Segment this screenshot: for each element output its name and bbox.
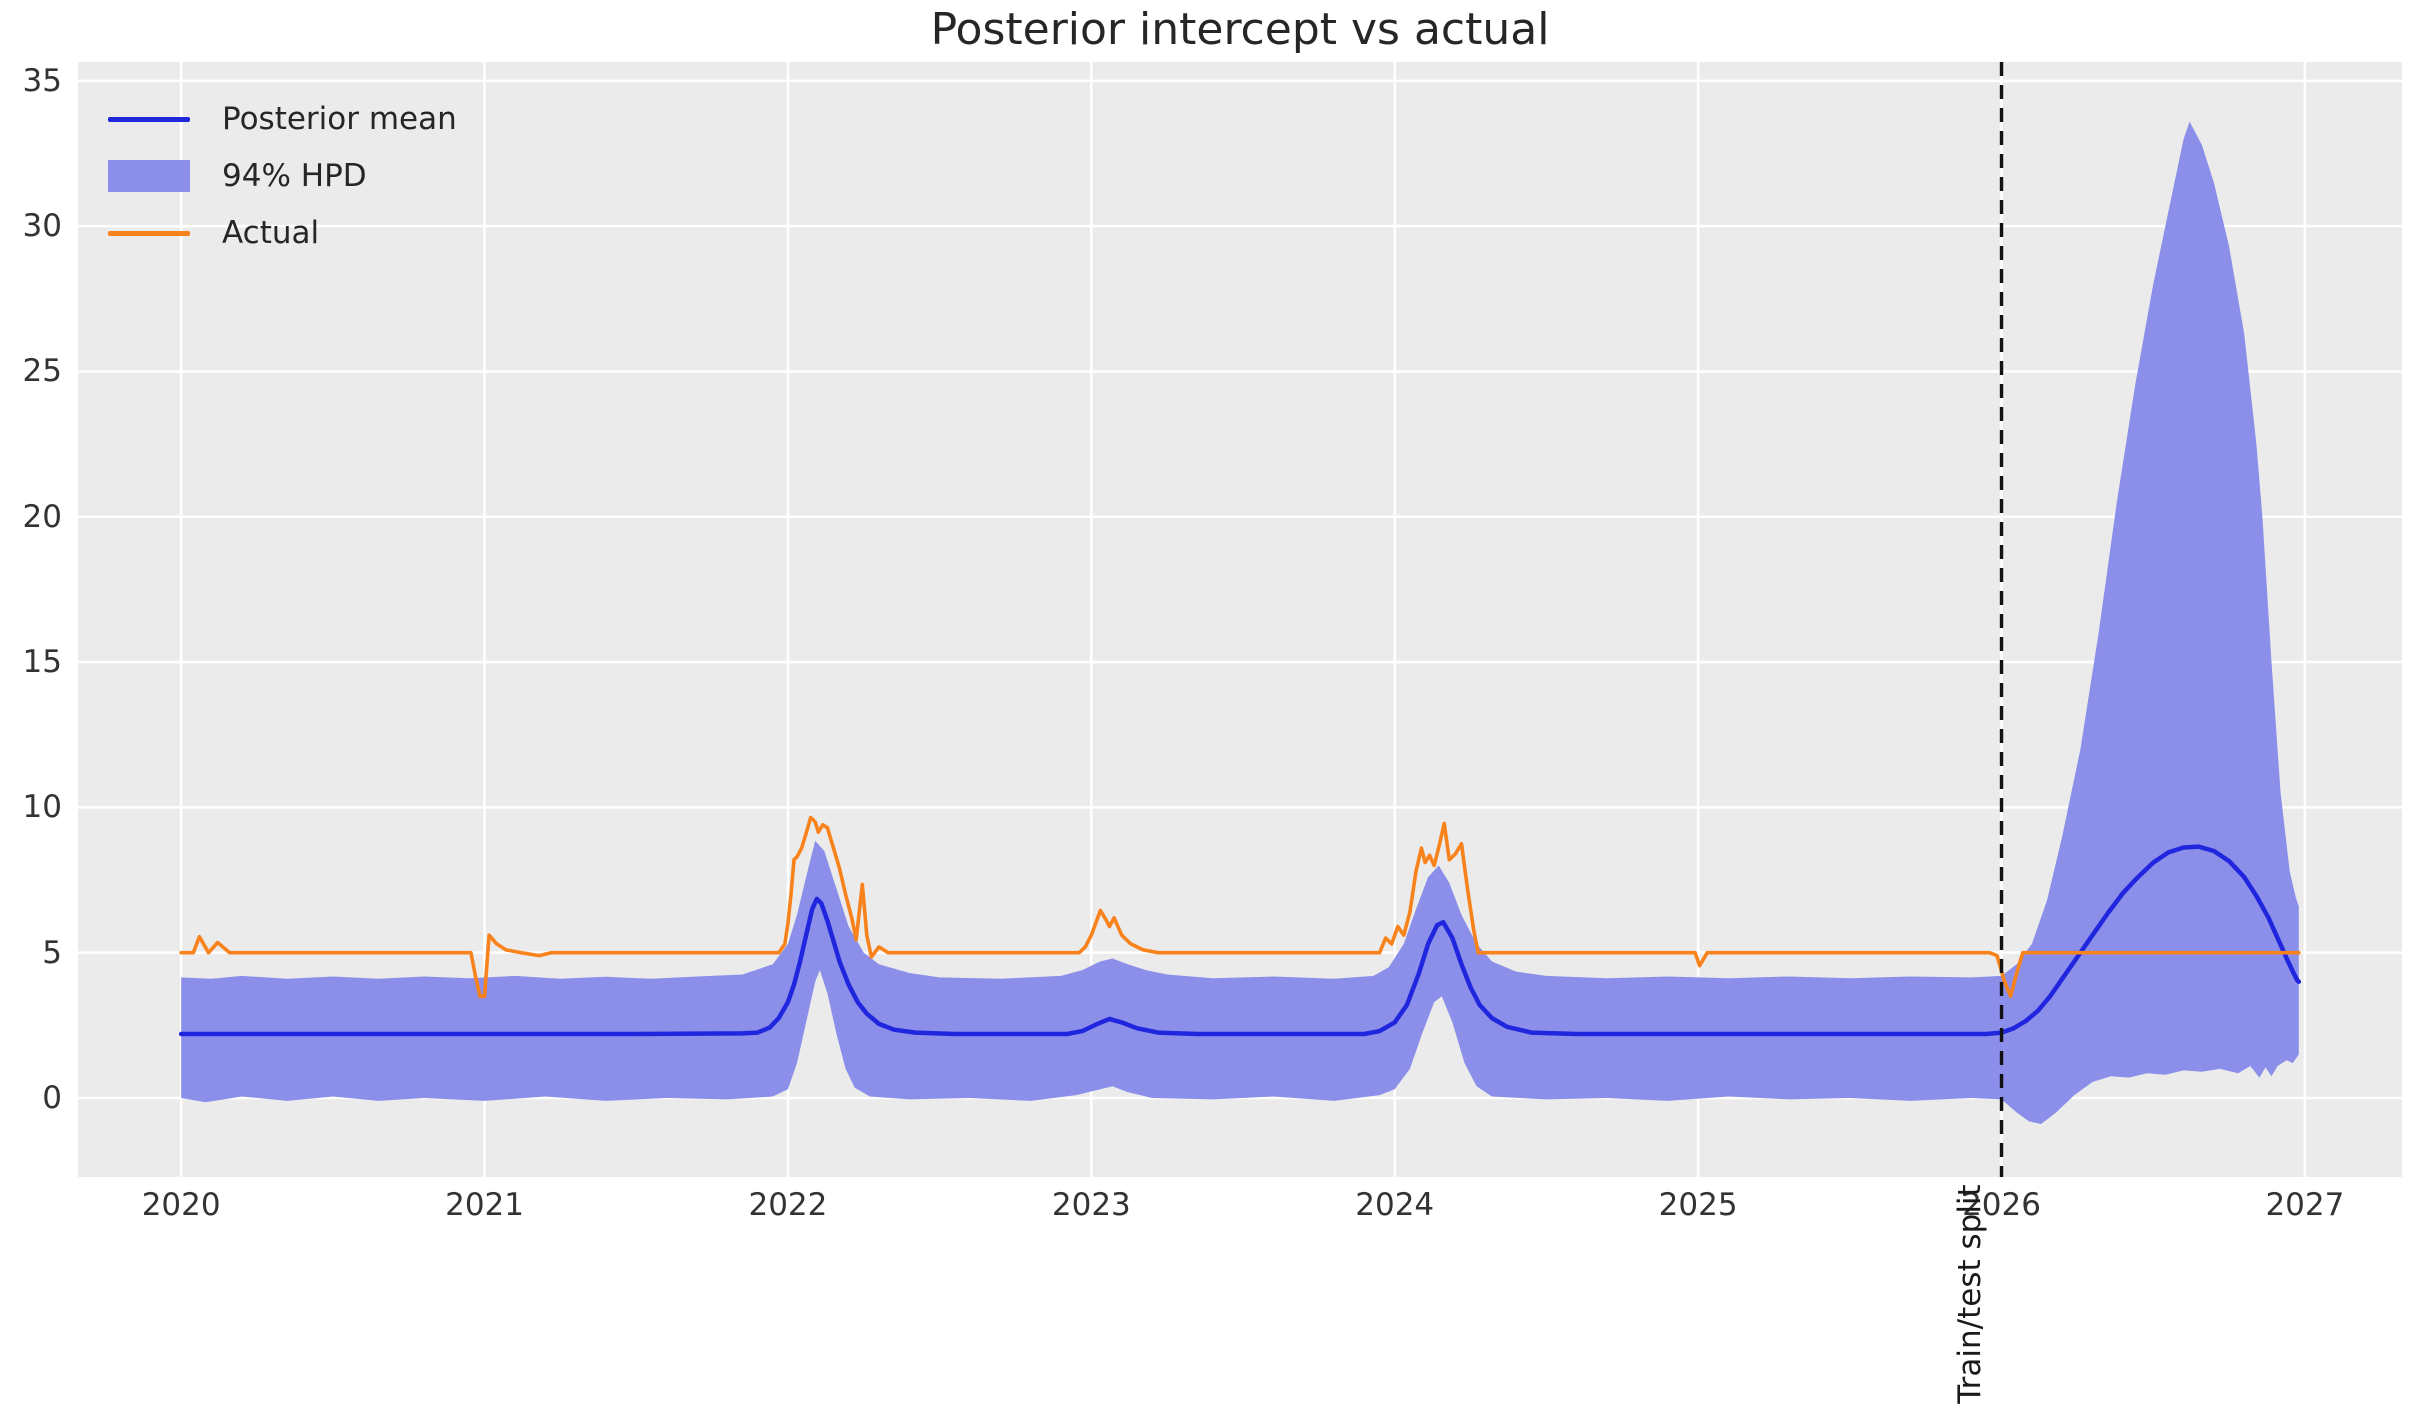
y-tick-label: 5	[42, 934, 62, 971]
hpd-patch-sample	[108, 160, 190, 192]
legend-label-posterior-mean: Posterior mean	[222, 101, 457, 137]
hpd-band	[181, 121, 2299, 1125]
train-test-split-label: Train/test split	[1952, 1184, 1988, 1404]
actual-line-sample	[108, 230, 190, 236]
y-tick-label: 10	[22, 789, 62, 826]
y-tick-label: 0	[42, 1079, 62, 1116]
legend-label-actual: Actual	[222, 215, 320, 251]
y-tick-label: 35	[22, 62, 62, 99]
y-tick-label: 30	[22, 208, 62, 245]
x-tick-label: 2022	[748, 1187, 828, 1223]
legend-label-hpd: 94% HPD	[222, 158, 367, 194]
x-tick-label: 2026	[1962, 1187, 2041, 1223]
chart-title: Posterior intercept vs actual	[930, 4, 1550, 55]
x-tick-label: 2025	[1658, 1187, 1738, 1223]
x-tick-label: 2023	[1051, 1187, 1131, 1223]
posterior-mean-line-sample	[108, 116, 190, 122]
y-tick-label: 15	[22, 644, 62, 681]
posterior-mean-line	[178, 844, 2302, 1037]
x-tick-label: 2027	[2265, 1187, 2345, 1223]
legend-item-actual: Actual	[108, 210, 457, 256]
legend-item-hpd: 94% HPD	[108, 153, 457, 199]
y-tick-label: 25	[22, 353, 62, 390]
x-tick-label: 2020	[141, 1187, 221, 1223]
legend-item-posterior-mean: Posterior mean	[108, 96, 457, 142]
actual-line	[179, 815, 2301, 999]
legend: Posterior mean 94% HPD Actual	[108, 96, 457, 267]
x-tick-label: 2021	[445, 1187, 524, 1223]
y-tick-label: 20	[22, 498, 62, 535]
x-tick-label: 2024	[1355, 1187, 1435, 1223]
